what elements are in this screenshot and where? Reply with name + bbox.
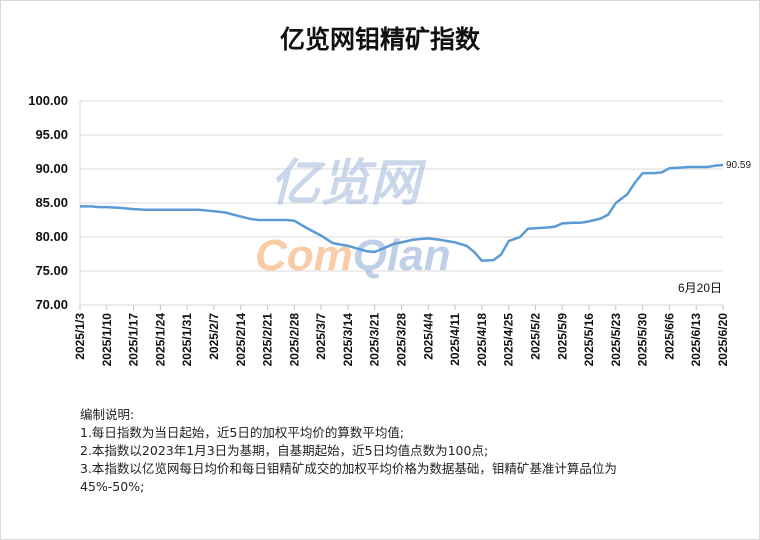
x-tick-label: 2025/1/24 — [153, 313, 167, 367]
x-tick-label: 2025/1/31 — [180, 313, 194, 367]
x-tick-label: 2025/1/3 — [73, 313, 87, 360]
y-tick-label: 100.00 — [28, 93, 68, 108]
notes-heading: 编制说明: — [80, 407, 135, 422]
x-tick-label: 2025/4/25 — [502, 313, 516, 367]
date-annotation: 6月20日 — [678, 281, 722, 295]
x-tick-label: 2025/5/2 — [528, 313, 542, 360]
notes-block: 编制说明: 1.每日指数为当日起始，近5日的加权平均价的算数平均值; 2.本指数… — [80, 406, 680, 496]
y-tick-label: 80.00 — [35, 229, 68, 244]
watermark-cn: 亿览网 — [270, 154, 427, 212]
y-tick-label: 75.00 — [35, 263, 68, 278]
note-item-2: 2.本指数以2023年1月3日为基期，自基期起始，近5日均值点数为100点; — [80, 443, 489, 458]
last-value-label: 90.59 — [726, 160, 751, 171]
x-tick-label: 2025/5/23 — [609, 313, 623, 367]
y-tick-label: 95.00 — [35, 127, 68, 142]
x-tick-label: 2025/5/16 — [582, 313, 596, 367]
note-item-3: 3.本指数以亿览网每日均价和每日钼精矿成交的加权平均价格为数据基础，钼精矿基准计… — [80, 461, 617, 494]
x-tick-label: 2025/2/28 — [287, 313, 301, 367]
x-tick-label: 2025/3/28 — [395, 313, 409, 367]
y-tick-label: 85.00 — [35, 195, 68, 210]
x-tick-label: 2025/2/14 — [234, 313, 248, 367]
note-item-1: 1.每日指数为当日起始，近5日的加权平均价的算数平均值; — [80, 425, 405, 440]
series-line — [80, 163, 724, 263]
x-tick-label: 2025/4/4 — [421, 313, 435, 360]
x-tick-label: 2025/1/10 — [100, 313, 114, 367]
x-tick-label: 2025/6/20 — [716, 313, 730, 367]
y-tick-label: 90.00 — [35, 161, 68, 176]
x-tick-label: 2025/6/13 — [689, 313, 703, 367]
x-tick-label: 2025/4/11 — [448, 313, 462, 366]
x-tick-label: 2025/4/18 — [475, 313, 489, 367]
x-tick-label: 2025/3/7 — [314, 313, 328, 360]
x-tick-label: 2025/2/21 — [261, 313, 275, 367]
x-tick-label: 2025/5/30 — [636, 313, 650, 367]
x-tick-label: 2025/5/9 — [555, 313, 569, 360]
chart-title: 亿览网钼精矿指数 — [279, 25, 480, 54]
x-tick-label: 2025/6/6 — [662, 313, 676, 360]
x-tick-label: 2025/3/21 — [368, 313, 382, 367]
x-tick-label: 2025/3/14 — [341, 313, 355, 367]
x-tick-label: 2025/2/7 — [207, 313, 221, 360]
y-tick-label: 70.00 — [35, 297, 68, 312]
x-tick-label: 2025/1/17 — [127, 313, 141, 367]
